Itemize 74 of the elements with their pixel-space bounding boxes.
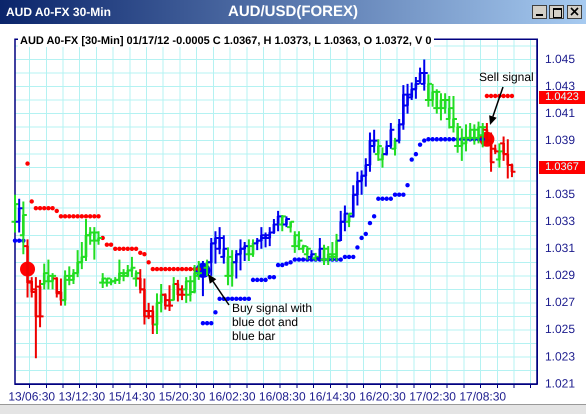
- y-tick-label: 1.021: [545, 376, 576, 390]
- annotation: Buy signal with blue dot and blue bar: [232, 301, 314, 343]
- chart-title: AUD/USD(FOREX): [228, 3, 358, 20]
- point: [88, 214, 92, 219]
- x-tick-label: 16/20:30: [359, 390, 406, 404]
- point: [117, 246, 122, 251]
- point: [42, 206, 46, 210]
- point: [138, 250, 142, 256]
- point: [80, 214, 84, 219]
- y-tick-label: 1.045: [545, 52, 576, 66]
- chart-subtitle: AUD A0-FX [30-Min] 01/17/12 -0.0005 C 1.0367, H 1.0373, L 1.0363, O 1.0372, V 0: [18, 35, 434, 47]
- point: [184, 266, 188, 272]
- point: [167, 266, 172, 272]
- point: [84, 214, 88, 219]
- x-tick-label: 17/08:30: [459, 390, 506, 404]
- point: [484, 94, 490, 98]
- y-tick-label: 1.035: [545, 187, 576, 202]
- y-tick-label: 1.029: [545, 268, 576, 282]
- point: [134, 246, 138, 251]
- point: [25, 161, 30, 166]
- x-tick-label: 16/02:30: [208, 390, 256, 404]
- x-tick-label: 16/14:30: [309, 390, 356, 404]
- point: [38, 206, 42, 210]
- point: [67, 214, 72, 219]
- point: [176, 266, 180, 272]
- point: [113, 246, 118, 251]
- point: [154, 266, 160, 272]
- y-tick-label: 1.027: [545, 295, 576, 310]
- text: 1.0423: [539, 91, 585, 104]
- point: [50, 206, 55, 210]
- point: [158, 266, 164, 272]
- point: [188, 266, 193, 272]
- point: [180, 266, 184, 272]
- point: [30, 199, 34, 204]
- point: [493, 94, 498, 98]
- point: [501, 94, 506, 98]
- x-tick-label: 13/12:30: [58, 390, 106, 404]
- point: [75, 214, 80, 219]
- text: 1.0367: [539, 161, 585, 174]
- annotation: Sell signal: [479, 70, 534, 84]
- x-tick-label: 15/14:30: [108, 390, 156, 404]
- y-tick-label: 1.031: [545, 241, 576, 256]
- point: [163, 266, 168, 272]
- x-tick-label: 13/06:30: [8, 390, 56, 404]
- point: [146, 260, 151, 265]
- point: [506, 94, 510, 98]
- point: [92, 214, 97, 219]
- point: [46, 206, 51, 210]
- y-tick-label: 1.025: [545, 322, 576, 336]
- point: [142, 252, 147, 256]
- point: [171, 266, 176, 272]
- x-tick-label: 15/20:30: [158, 390, 206, 404]
- y-tick-label: 1.023: [545, 349, 576, 364]
- point: [510, 94, 514, 98]
- y-tick-label: 1.033: [545, 214, 576, 228]
- point: [150, 266, 156, 272]
- y-tick-label: 1.043: [545, 78, 576, 93]
- point: [62, 214, 68, 219]
- point: [58, 214, 64, 219]
- y-tick-label: 1.039: [545, 132, 576, 147]
- point: [488, 94, 494, 98]
- point: [71, 214, 76, 219]
- x-tick-label: 17/02:30: [409, 390, 456, 404]
- point: [34, 206, 38, 210]
- point: [126, 246, 130, 251]
- y-tick-label: 1.041: [545, 106, 576, 120]
- x-tick-label: 16/08:30: [258, 390, 306, 404]
- point: [104, 242, 110, 247]
- point: [54, 208, 59, 214]
- point: [121, 246, 126, 251]
- point: [108, 242, 114, 247]
- text: AUD A0-FX 30-Min: [6, 5, 111, 19]
- point: [130, 246, 134, 251]
- point: [96, 214, 101, 219]
